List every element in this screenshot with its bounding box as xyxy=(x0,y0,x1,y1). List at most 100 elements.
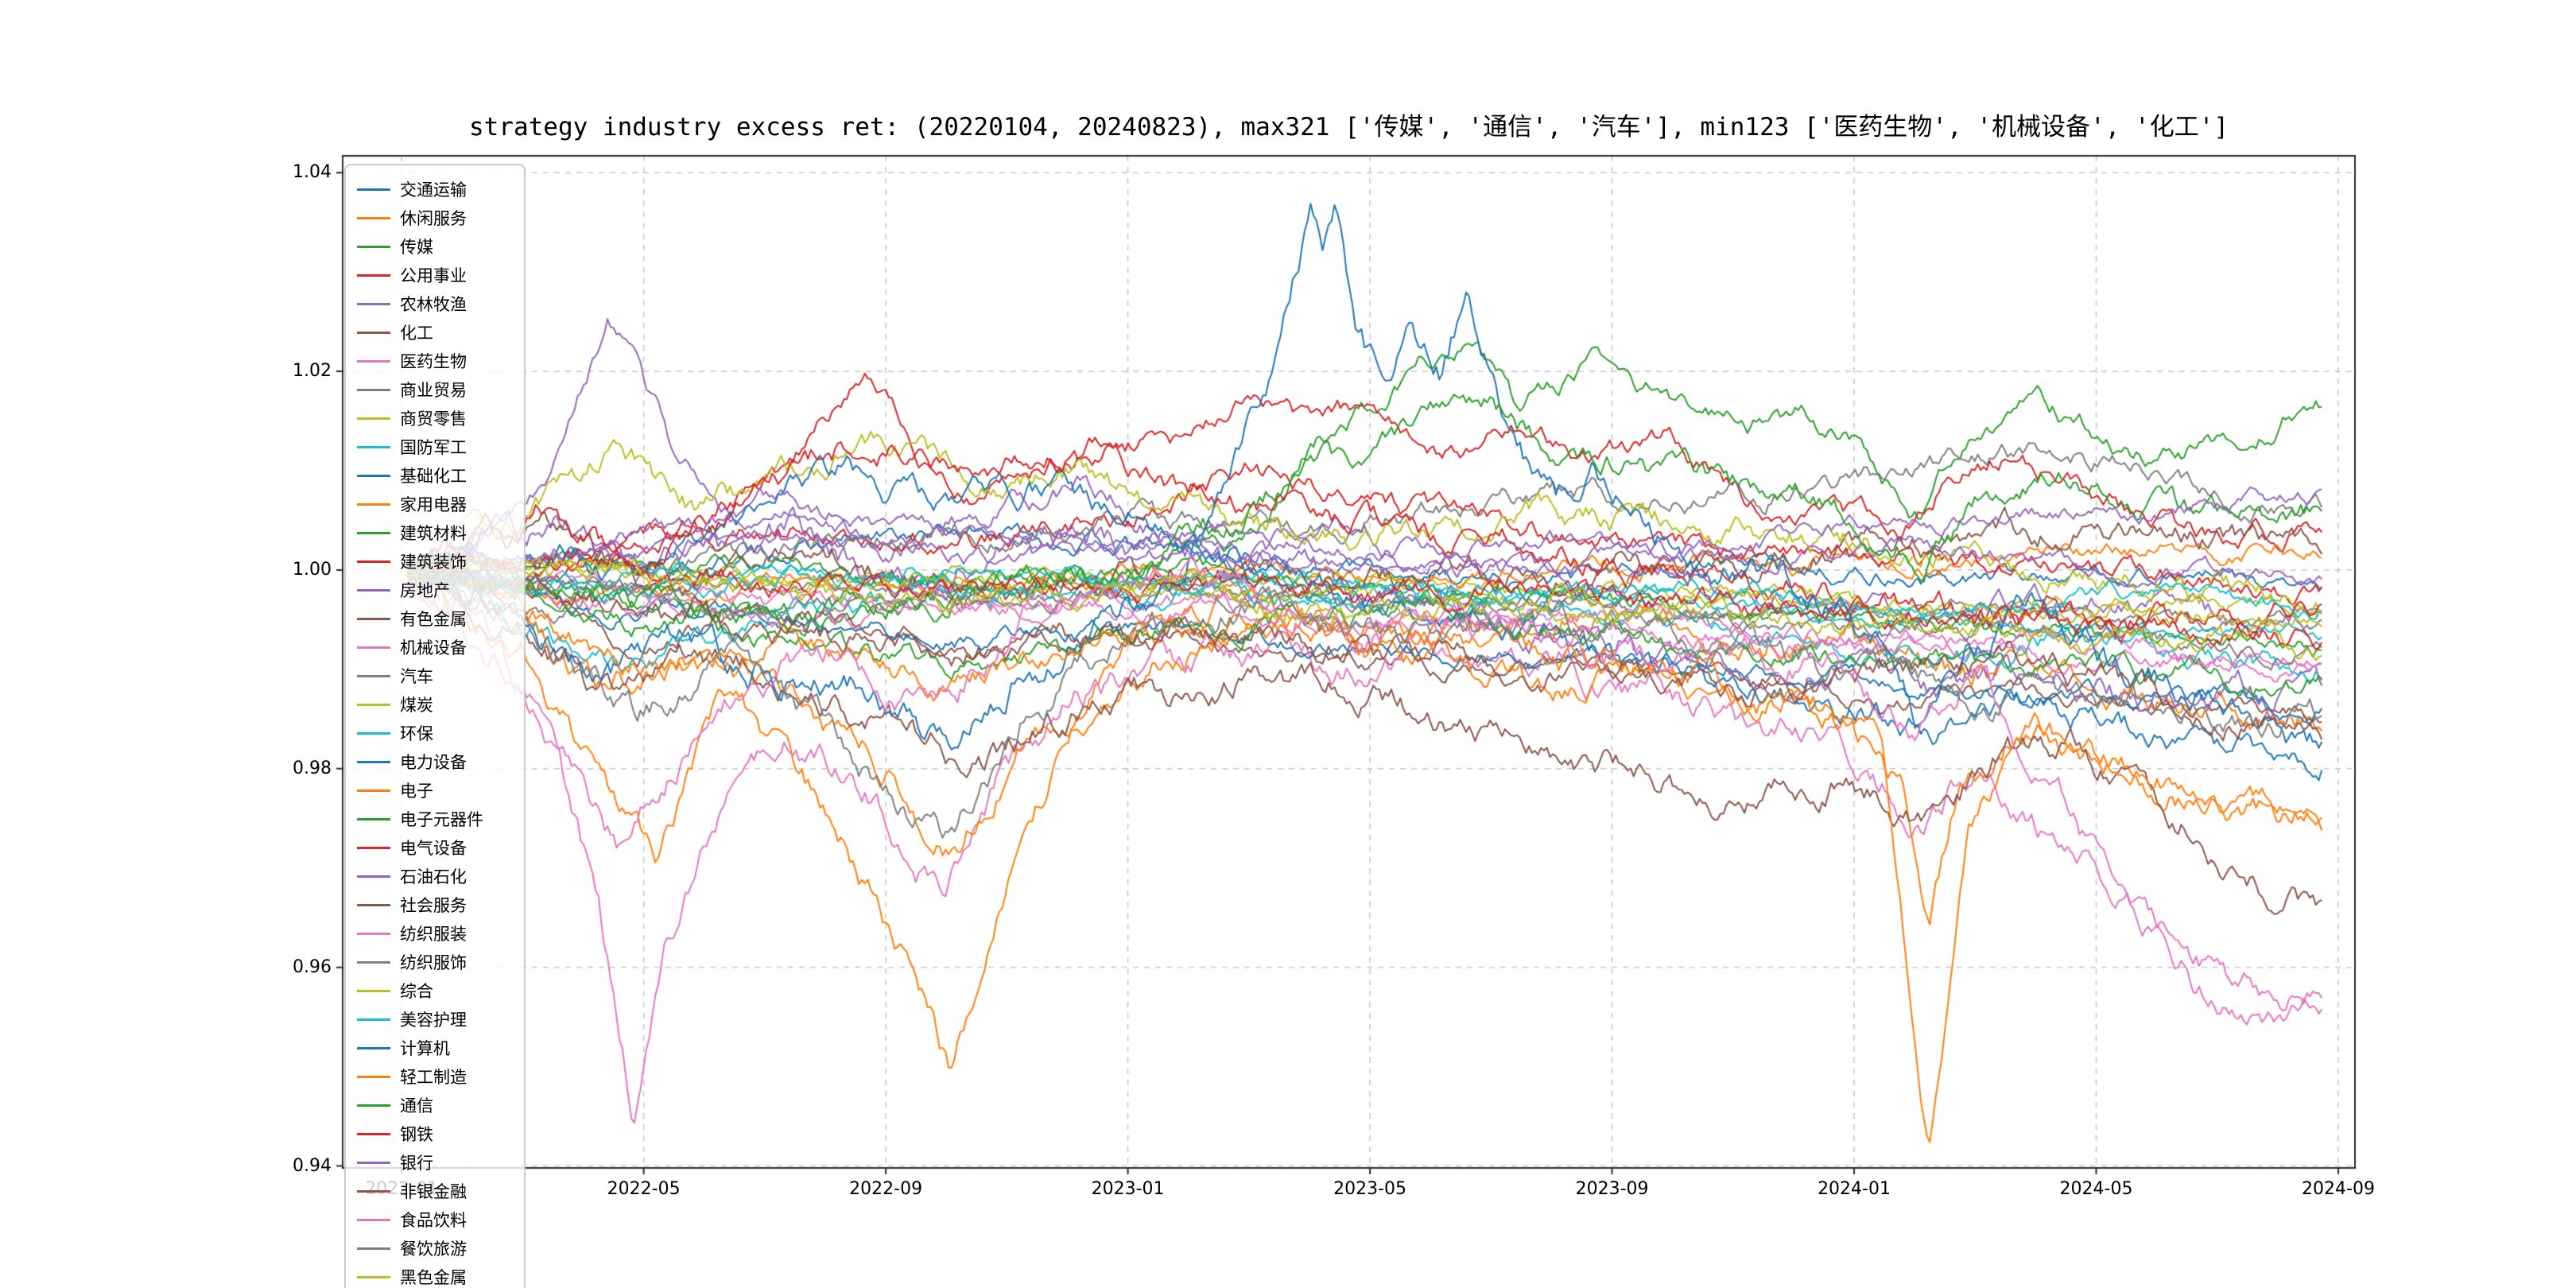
legend-label: 社会服务 xyxy=(400,896,467,915)
legend-item: 计算机 xyxy=(357,1034,519,1062)
legend-item: 农林牧渔 xyxy=(357,289,519,318)
legend-item: 建筑装饰 xyxy=(357,547,519,576)
x-tick-label: 2023-09 xyxy=(1575,1179,1649,1199)
legend-item: 家用电器 xyxy=(357,490,519,518)
legend-line-swatch-icon xyxy=(357,646,390,649)
legend-label: 传媒 xyxy=(400,238,433,257)
legend-label: 煤炭 xyxy=(400,696,433,715)
legend-line-swatch-icon xyxy=(357,1104,390,1107)
legend-item: 休闲服务 xyxy=(357,204,519,232)
legend-item: 食品饮料 xyxy=(357,1205,519,1234)
legend-label: 电子元器件 xyxy=(400,810,483,829)
legend-line-swatch-icon xyxy=(357,703,390,706)
legend-item: 交通运输 xyxy=(357,175,519,204)
legend-line-swatch-icon xyxy=(357,1189,390,1193)
legend-item: 钢铁 xyxy=(357,1119,519,1148)
legend-item: 纺织服装 xyxy=(357,919,519,948)
legend-label: 房地产 xyxy=(400,581,450,600)
legend-line-swatch-icon xyxy=(357,1132,390,1135)
legend-item: 有色金属 xyxy=(357,604,519,633)
legend-line-swatch-icon xyxy=(357,359,390,363)
legend-item: 公用事业 xyxy=(357,261,519,289)
legend-line-swatch-icon xyxy=(357,245,390,248)
legend-label: 休闲服务 xyxy=(400,209,467,228)
legend-label: 食品饮料 xyxy=(400,1211,467,1230)
y-tick-label: 0.94 xyxy=(293,1155,332,1176)
legend-label: 纺织服饰 xyxy=(400,953,467,972)
legend-line-swatch-icon xyxy=(357,216,390,219)
legend-label: 纺织服装 xyxy=(400,925,467,944)
legend-label: 美容护理 xyxy=(400,1011,467,1030)
legend-label: 交通运输 xyxy=(400,180,467,200)
legend-item: 综合 xyxy=(357,976,519,1005)
legend-line-swatch-icon xyxy=(357,932,390,935)
legend-item: 非银金融 xyxy=(357,1177,519,1205)
legend-line-swatch-icon xyxy=(357,188,390,191)
legend-line-swatch-icon xyxy=(357,989,390,992)
legend-label: 电子 xyxy=(400,782,433,801)
legend-item: 汽车 xyxy=(357,661,519,690)
y-tick-label: 1.04 xyxy=(293,162,332,183)
y-tick-label: 0.98 xyxy=(293,758,332,778)
x-tick-label: 2023-05 xyxy=(1333,1179,1407,1199)
legend-line-swatch-icon xyxy=(357,875,390,878)
legend-line-swatch-icon xyxy=(357,789,390,792)
legend-label: 钢铁 xyxy=(400,1125,433,1144)
legend-label: 汽车 xyxy=(400,667,433,686)
legend-item: 电力设备 xyxy=(357,747,519,776)
legend-label: 公用事业 xyxy=(400,266,467,285)
legend-label: 机械设备 xyxy=(400,638,467,658)
legend-label: 黑色金属 xyxy=(400,1268,467,1287)
legend-line-swatch-icon xyxy=(357,731,390,735)
legend-line-swatch-icon xyxy=(357,1018,390,1021)
legend-item: 环保 xyxy=(357,719,519,747)
legend-item: 电气设备 xyxy=(357,833,519,862)
legend-label: 化工 xyxy=(400,324,433,343)
legend-line-swatch-icon xyxy=(357,474,390,477)
legend-item: 化工 xyxy=(357,318,519,347)
legend-label: 有色金属 xyxy=(400,610,467,629)
legend-line-swatch-icon xyxy=(357,417,390,420)
legend-line-swatch-icon xyxy=(357,388,390,391)
legend-label: 商业贸易 xyxy=(400,381,467,400)
y-tick-label: 1.02 xyxy=(293,361,332,382)
legend-item: 基础化工 xyxy=(357,461,519,490)
legend-line-swatch-icon xyxy=(357,302,390,305)
y-tick-label: 1.00 xyxy=(293,559,332,580)
legend-label: 综合 xyxy=(400,982,433,1001)
legend-label: 农林牧渔 xyxy=(400,295,467,314)
legend-line-swatch-icon xyxy=(357,960,390,964)
legend-line-swatch-icon xyxy=(357,903,390,906)
legend-label: 银行 xyxy=(400,1154,433,1173)
x-tick-label: 2023-01 xyxy=(1091,1179,1165,1199)
legend-line-swatch-icon xyxy=(357,674,390,677)
legend-label: 商贸零售 xyxy=(400,409,467,429)
legend-item: 房地产 xyxy=(357,576,519,604)
legend-item: 建筑材料 xyxy=(357,518,519,547)
legend-item: 轻工制造 xyxy=(357,1062,519,1091)
chart-title: strategy industry excess ret: (20220104,… xyxy=(468,113,2229,142)
legend-item: 银行 xyxy=(357,1148,519,1177)
legend-line-swatch-icon xyxy=(357,1161,390,1164)
legend-label: 建筑材料 xyxy=(400,524,467,543)
legend-line-swatch-icon xyxy=(357,760,390,763)
legend-line-swatch-icon xyxy=(357,502,390,506)
legend-item: 黑色金属 xyxy=(357,1263,519,1288)
legend-item: 机械设备 xyxy=(357,633,519,661)
legend-item: 美容护理 xyxy=(357,1005,519,1034)
legend-item: 商业贸易 xyxy=(357,375,519,404)
legend-line-swatch-icon xyxy=(357,588,390,592)
legend-label: 电气设备 xyxy=(400,839,467,858)
x-tick-label: 2024-01 xyxy=(1818,1179,1891,1199)
legend-item: 餐饮旅游 xyxy=(357,1234,519,1263)
legend-item: 通信 xyxy=(357,1091,519,1119)
legend-label: 家用电器 xyxy=(400,495,467,514)
legend-label: 医药生物 xyxy=(400,352,467,371)
legend-item: 传媒 xyxy=(357,232,519,261)
legend-label: 基础化工 xyxy=(400,467,467,486)
legend-line-swatch-icon xyxy=(357,531,390,534)
legend-line-swatch-icon xyxy=(357,617,390,620)
legend-item: 电子元器件 xyxy=(357,805,519,833)
x-tick-label: 2024-09 xyxy=(2302,1179,2375,1199)
